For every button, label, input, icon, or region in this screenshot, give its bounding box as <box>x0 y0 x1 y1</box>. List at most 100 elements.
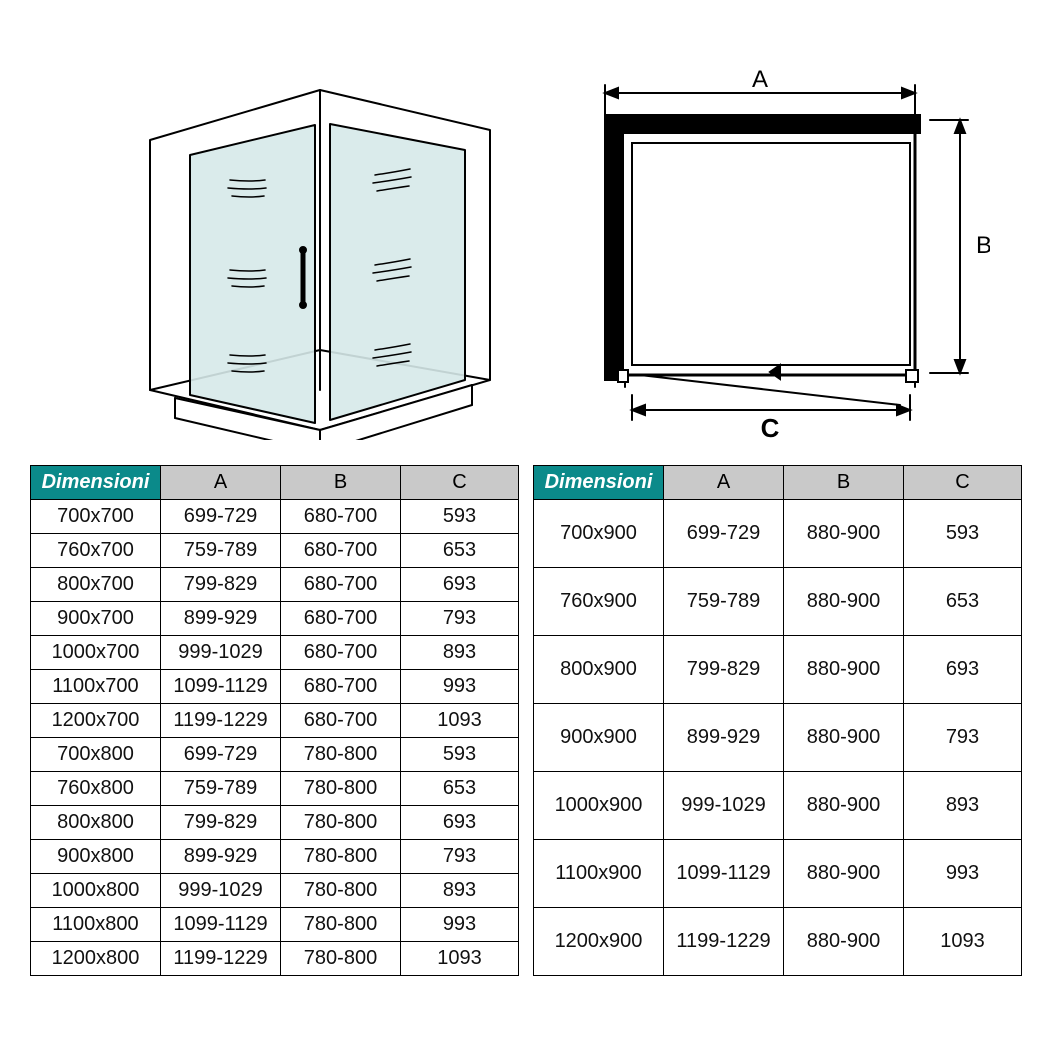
table-cell: 693 <box>401 568 519 602</box>
table-row: 900x700899-929680-700793 <box>31 602 519 636</box>
table-cell: 1199-1229 <box>161 704 281 738</box>
table-cell: 780-800 <box>281 942 401 976</box>
table-row: 1100x8001099-1129780-800993 <box>31 908 519 942</box>
table-row: 900x900899-929880-900793 <box>534 704 1022 772</box>
table-cell: 999-1029 <box>161 874 281 908</box>
table-cell: 759-789 <box>161 772 281 806</box>
table-cell: 693 <box>401 806 519 840</box>
table-cell: 793 <box>904 704 1022 772</box>
table-cell: 593 <box>904 500 1022 568</box>
table-cell: 899-929 <box>161 602 281 636</box>
dimension-label-a: A <box>752 66 768 93</box>
table-cell: 993 <box>401 670 519 704</box>
enclosure-3d-diagram <box>120 60 520 440</box>
table-cell: 1199-1229 <box>161 942 281 976</box>
dimensions-table-left: Dimensioni A B C 700x700699-729680-70059… <box>30 465 519 976</box>
table-header-b: B <box>281 466 401 500</box>
table-cell: 1200x800 <box>31 942 161 976</box>
table-cell: 993 <box>401 908 519 942</box>
diagrams-area: A B <box>0 30 1060 440</box>
table-row: 1000x900999-1029880-900893 <box>534 772 1022 840</box>
table-cell: 653 <box>904 568 1022 636</box>
table-row: 1100x7001099-1129680-700993 <box>31 670 519 704</box>
table-cell: 1000x800 <box>31 874 161 908</box>
tables-container: Dimensioni A B C 700x700699-729680-70059… <box>30 465 1022 976</box>
table-row: 760x900759-789880-900653 <box>534 568 1022 636</box>
table-cell: 693 <box>904 636 1022 704</box>
table-cell: 999-1029 <box>664 772 784 840</box>
table-header-c: C <box>904 466 1022 500</box>
table-cell: 1200x900 <box>534 908 664 976</box>
table-cell: 700x800 <box>31 738 161 772</box>
table-cell: 760x800 <box>31 772 161 806</box>
table-row: 1200x8001199-1229780-8001093 <box>31 942 519 976</box>
table-row: 1100x9001099-1129880-900993 <box>534 840 1022 908</box>
table-row: 1200x7001199-1229680-7001093 <box>31 704 519 738</box>
dimension-label-c: C <box>761 413 780 443</box>
table-cell: 760x700 <box>31 534 161 568</box>
table-cell: 880-900 <box>784 908 904 976</box>
table-cell: 1000x700 <box>31 636 161 670</box>
table-cell: 1099-1129 <box>664 840 784 908</box>
table-cell: 780-800 <box>281 806 401 840</box>
page-root: A B <box>0 0 1060 1060</box>
table-cell: 1099-1129 <box>161 908 281 942</box>
table-cell: 653 <box>401 534 519 568</box>
table-cell: 880-900 <box>784 568 904 636</box>
table-row: 800x900799-829880-900693 <box>534 636 1022 704</box>
table-cell: 900x700 <box>31 602 161 636</box>
table-cell: 700x700 <box>31 500 161 534</box>
table-cell: 1100x800 <box>31 908 161 942</box>
table-cell: 893 <box>401 874 519 908</box>
table-header-dim: Dimensioni <box>31 466 161 500</box>
table-cell: 893 <box>904 772 1022 840</box>
table-cell: 780-800 <box>281 840 401 874</box>
table-header-c: C <box>401 466 519 500</box>
table-cell: 800x900 <box>534 636 664 704</box>
table-cell: 780-800 <box>281 772 401 806</box>
table-header-a: A <box>161 466 281 500</box>
table-row: 700x800699-729780-800593 <box>31 738 519 772</box>
table-cell: 1093 <box>401 942 519 976</box>
table-cell: 1100x900 <box>534 840 664 908</box>
table-cell: 699-729 <box>664 500 784 568</box>
table-cell: 699-729 <box>161 500 281 534</box>
table-cell: 799-829 <box>161 806 281 840</box>
table-row: 700x700699-729680-700593 <box>31 500 519 534</box>
table-cell: 793 <box>401 602 519 636</box>
table-cell: 899-929 <box>664 704 784 772</box>
table-cell: 999-1029 <box>161 636 281 670</box>
table-cell: 1100x700 <box>31 670 161 704</box>
table-cell: 680-700 <box>281 670 401 704</box>
table-row: 800x700799-829680-700693 <box>31 568 519 602</box>
table-cell: 680-700 <box>281 534 401 568</box>
table-cell: 799-829 <box>664 636 784 704</box>
table-cell: 993 <box>904 840 1022 908</box>
dimension-label-b: B <box>976 232 990 259</box>
table-cell: 900x900 <box>534 704 664 772</box>
table-row: 1200x9001199-1229880-9001093 <box>534 908 1022 976</box>
table-cell: 593 <box>401 500 519 534</box>
table-cell: 780-800 <box>281 908 401 942</box>
table-header-b: B <box>784 466 904 500</box>
table-row: 900x800899-929780-800793 <box>31 840 519 874</box>
dimensions-table-right: Dimensioni A B C 700x900699-729880-90059… <box>533 465 1022 976</box>
plan-view-diagram: A B <box>570 65 990 445</box>
table-cell: 780-800 <box>281 738 401 772</box>
table-row: 760x700759-789680-700653 <box>31 534 519 568</box>
table-cell: 900x800 <box>31 840 161 874</box>
table-cell: 759-789 <box>161 534 281 568</box>
table-cell: 880-900 <box>784 636 904 704</box>
table-cell: 1093 <box>904 908 1022 976</box>
table-cell: 780-800 <box>281 874 401 908</box>
table-row: 1000x800999-1029780-800893 <box>31 874 519 908</box>
table-cell: 1093 <box>401 704 519 738</box>
table-row: 760x800759-789780-800653 <box>31 772 519 806</box>
table-cell: 680-700 <box>281 568 401 602</box>
table-cell: 593 <box>401 738 519 772</box>
table-header-dim: Dimensioni <box>534 466 664 500</box>
table-right-body: 700x900699-729880-900593760x900759-78988… <box>534 500 1022 976</box>
table-cell: 759-789 <box>664 568 784 636</box>
table-cell: 1099-1129 <box>161 670 281 704</box>
table-cell: 799-829 <box>161 568 281 602</box>
